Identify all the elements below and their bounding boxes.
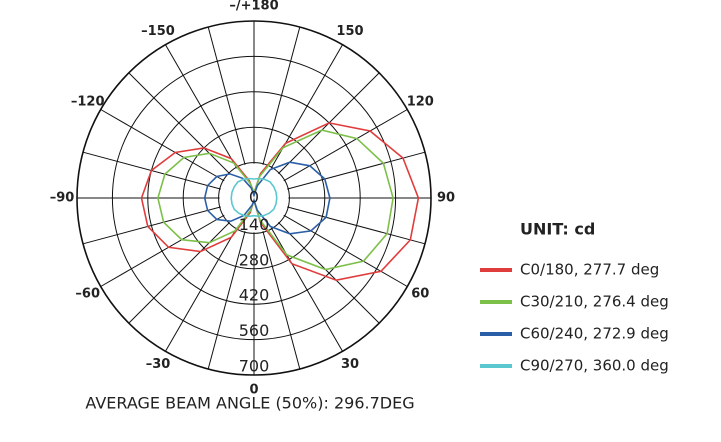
angle-label: 120 xyxy=(407,95,434,110)
series-line xyxy=(203,161,331,235)
radial-label: 420 xyxy=(239,286,270,305)
angle-label: 30 xyxy=(341,357,359,372)
angle-label: –/+180 xyxy=(229,0,278,14)
angle-label: 0 xyxy=(249,383,258,398)
radial-label: 560 xyxy=(239,321,270,340)
radial-label: 280 xyxy=(239,250,270,269)
angle-label: –90 xyxy=(50,191,75,206)
ring xyxy=(147,91,361,305)
legend-label: C60/240, 272.9 deg xyxy=(520,325,669,343)
angle-label: 90 xyxy=(437,191,455,206)
legend-label: C30/210, 276.4 deg xyxy=(520,293,669,311)
series-line xyxy=(157,129,394,271)
legend-label: C90/270, 360.0 deg xyxy=(520,357,669,375)
radial-label: 0 xyxy=(249,188,259,207)
angle-label: 150 xyxy=(336,24,363,39)
ring xyxy=(111,55,397,341)
ring xyxy=(218,162,290,234)
ring xyxy=(182,126,326,270)
angle-label: –150 xyxy=(141,24,175,39)
legend-label: C0/180, 277.7 deg xyxy=(520,261,659,279)
radial-label: 140 xyxy=(239,215,270,234)
legend-title: UNIT: cd xyxy=(520,220,595,239)
series-line xyxy=(140,122,420,282)
angle-label: –30 xyxy=(146,357,171,372)
angle-label: –120 xyxy=(71,95,105,110)
radial-label: 700 xyxy=(239,357,270,376)
angle-label: –60 xyxy=(75,287,100,302)
series-line xyxy=(230,177,278,218)
angle-label: 60 xyxy=(411,287,429,302)
ring xyxy=(76,20,432,376)
footer: AVERAGE BEAM ANGLE (50%): 296.7DEG xyxy=(85,394,414,413)
